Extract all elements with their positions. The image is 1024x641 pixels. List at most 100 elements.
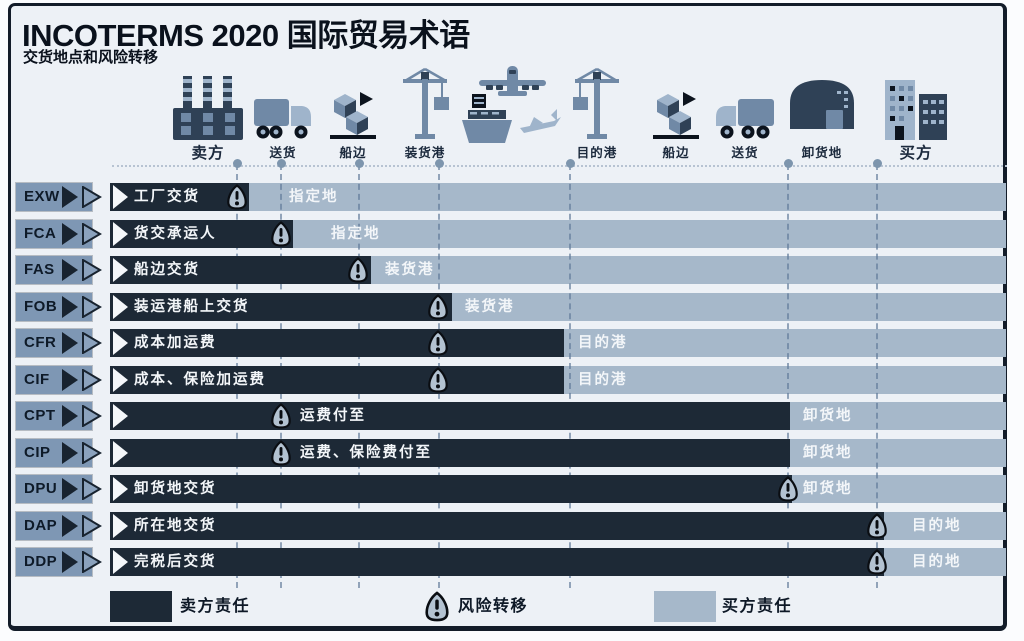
truck-right-icon — [254, 94, 312, 145]
row-code-box — [16, 293, 92, 321]
seller-bar — [110, 293, 452, 321]
seller-bar-label: 所在地交货 — [134, 518, 217, 534]
factory-icon — [173, 76, 243, 145]
bar-start-arrow-icon — [113, 330, 129, 361]
legend-seller-swatch — [110, 591, 172, 622]
crane-left-icon — [573, 66, 621, 145]
risk-transfer-icon — [226, 184, 248, 215]
bar-start-arrow-icon — [113, 184, 129, 215]
row-code-box — [16, 475, 92, 503]
chevron-right-icon — [82, 477, 102, 505]
seller-bar — [110, 366, 564, 394]
chevron-right-icon — [82, 404, 102, 432]
legend-risk-label: 风险转移 — [458, 598, 529, 615]
legend-buyer-swatch — [654, 591, 716, 622]
row-code: CIF — [24, 371, 50, 388]
buyer-bar-label: 目的地 — [912, 518, 962, 534]
buyer-bar-label: 装货港 — [385, 262, 435, 278]
chevron-right-icon — [62, 405, 79, 432]
chevron-right-icon — [82, 185, 102, 213]
row-code: CPT — [24, 407, 56, 424]
row-code-box — [16, 366, 92, 394]
risk-transfer-icon — [270, 221, 292, 252]
row-code-box — [16, 183, 92, 211]
chevron-right-icon — [62, 551, 79, 578]
chevron-right-icon — [62, 515, 79, 542]
row-code: FOB — [24, 298, 58, 315]
seller-bar-label: 装运港船上交货 — [134, 299, 250, 315]
bar-start-arrow-icon — [113, 513, 129, 544]
timeline-label: 目的港 — [576, 146, 618, 160]
risk-transfer-icon — [270, 440, 292, 471]
seller-bar — [110, 548, 884, 576]
boxes-icon — [330, 90, 376, 145]
timeline-label: 送货 — [269, 146, 297, 160]
chevron-right-icon — [82, 258, 102, 286]
chevron-right-icon — [62, 186, 79, 213]
timeline-axis-line — [112, 165, 1007, 167]
chevron-right-icon — [82, 222, 102, 250]
risk-transfer-icon — [866, 513, 888, 544]
seller-bar — [110, 183, 249, 211]
risk-transfer-icon — [866, 549, 888, 580]
chevron-right-icon — [62, 259, 79, 286]
legend-seller-label: 卖方责任 — [180, 598, 251, 615]
ship-plane-icon — [460, 66, 564, 149]
chevron-right-icon — [62, 223, 79, 250]
timeline-label: 买方 — [899, 145, 933, 162]
buyer-bar-label: 指定地 — [331, 226, 381, 242]
gridline-dot — [276, 159, 286, 168]
hangar-icon — [789, 75, 855, 134]
crane-right-icon — [401, 66, 449, 145]
seller-bar-label: 成本加运费 — [134, 335, 217, 351]
page-title: INCOTERMS 2020 国际贸易术语 — [22, 18, 470, 53]
row-code-box — [16, 512, 92, 540]
timeline-label: 装货港 — [404, 146, 446, 160]
timeline-label: 船边 — [339, 146, 367, 160]
buyer-bar-label: 目的港 — [578, 372, 628, 388]
row-code: CIP — [24, 444, 51, 461]
risk-transfer-icon — [427, 330, 449, 361]
chevron-right-icon — [82, 514, 102, 542]
truck-left-icon — [716, 94, 774, 145]
seller-bar — [110, 220, 293, 248]
gridline-dot — [434, 159, 444, 168]
seller-bar — [110, 475, 792, 503]
seller-bar — [110, 402, 790, 430]
timeline-label: 送货 — [731, 146, 759, 160]
timeline-label: 卖方 — [191, 145, 225, 162]
gridline-dot — [232, 159, 242, 168]
bar-start-arrow-icon — [113, 367, 129, 398]
seller-bar — [110, 439, 790, 467]
risk-transfer-icon — [270, 403, 292, 434]
buyer-bar-label: 卸货地 — [803, 481, 853, 497]
row-code-box — [16, 402, 92, 430]
risk-transfer-icon — [777, 476, 799, 507]
buyer-bar-label: 目的港 — [578, 335, 628, 351]
row-code: DPU — [24, 480, 58, 497]
buyer-bar-label: 装货港 — [465, 299, 515, 315]
bar-start-arrow-icon — [113, 221, 129, 252]
chevron-right-icon — [82, 368, 102, 396]
risk-gridline — [787, 164, 789, 588]
risk-transfer-icon — [347, 257, 369, 288]
seller-bar-label: 完税后交货 — [134, 554, 217, 570]
row-code: FAS — [24, 261, 55, 278]
row-code-box — [16, 329, 92, 357]
buildings-icon — [883, 78, 949, 145]
bar-start-arrow-icon — [113, 294, 129, 325]
row-code-box — [16, 256, 92, 284]
timeline-label: 船边 — [662, 146, 690, 160]
boxes-icon — [653, 90, 699, 145]
seller-bar — [110, 329, 564, 357]
chevron-right-icon — [82, 441, 102, 469]
chevron-right-icon — [82, 331, 102, 359]
seller-bar-label: 运费、保险费付至 — [300, 445, 432, 461]
seller-bar-label: 货交承运人 — [134, 226, 217, 242]
chevron-right-icon — [62, 296, 79, 323]
risk-transfer-icon — [427, 367, 449, 398]
seller-bar-label: 船边交货 — [134, 262, 200, 278]
chevron-right-icon — [62, 442, 79, 469]
row-code-box — [16, 439, 92, 467]
row-code: DDP — [24, 553, 58, 570]
